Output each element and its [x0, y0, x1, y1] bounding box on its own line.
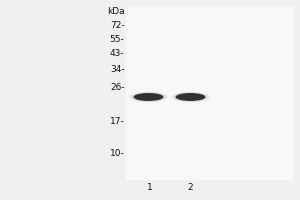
Text: 2: 2 — [188, 184, 193, 192]
Text: 1: 1 — [147, 184, 153, 192]
Ellipse shape — [172, 92, 209, 102]
Text: 10-: 10- — [110, 148, 124, 158]
Text: kDa: kDa — [107, 6, 124, 16]
FancyBboxPatch shape — [126, 6, 294, 180]
Text: 55-: 55- — [110, 36, 124, 45]
Ellipse shape — [134, 93, 164, 101]
Ellipse shape — [176, 93, 206, 101]
Text: 43-: 43- — [110, 48, 124, 58]
Text: 17-: 17- — [110, 116, 124, 126]
Ellipse shape — [130, 92, 167, 102]
Text: 34-: 34- — [110, 64, 124, 73]
Text: 72-: 72- — [110, 21, 124, 29]
Text: 26-: 26- — [110, 83, 124, 92]
